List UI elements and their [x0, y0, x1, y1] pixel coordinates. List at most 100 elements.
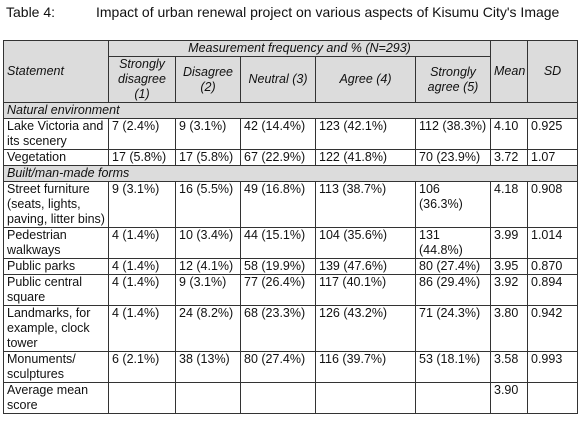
header-cell: Agree (4) — [315, 56, 416, 103]
section-row: Built/man-made forms — [3, 165, 578, 182]
frequency-cell: 104 (35.6%) — [315, 227, 416, 259]
frequency-cell: 77 (26.4%) — [240, 274, 316, 306]
table-body: Natural environment Lake Victoria and its… — [3, 102, 578, 414]
sd-cell: 0.942 — [527, 305, 578, 352]
sd-cell: 1.014 — [527, 227, 578, 259]
table-head: Statement Measurement frequency and % (N… — [3, 40, 578, 103]
sd-cell: 0.925 — [527, 118, 578, 150]
sd-cell: 0.894 — [527, 274, 578, 306]
header-cell: Neutral (3) — [240, 56, 316, 103]
statement-cell: Lake Victoria and its scenery — [3, 118, 109, 150]
sd-cell: 0.870 — [527, 258, 578, 275]
frequency-cell: 10 (3.4%) — [175, 227, 241, 259]
frequency-cell: 12 (4.1%) — [175, 258, 241, 275]
average-label: Average mean score — [3, 382, 109, 414]
frequency-cell: 80 (27.4%) — [240, 351, 316, 383]
empty-cell — [175, 382, 241, 414]
statement-cell: Vegetation — [3, 149, 109, 166]
frequency-cell: 117 (40.1%) — [315, 274, 416, 306]
empty-cell — [108, 382, 176, 414]
mean-cell: 3.58 — [490, 351, 528, 383]
caption: Table 4: Impact of urban renewal project… — [0, 0, 580, 40]
statement-cell: Public central square — [3, 274, 109, 306]
statement-cell: Landmarks, for example, clock tower — [3, 305, 109, 352]
header-cell: Strongly disagree (1) — [108, 56, 176, 103]
frequency-cell: 42 (14.4%) — [240, 118, 316, 150]
frequency-cell: 70 (23.9%) — [415, 149, 491, 166]
frequency-cell: 116 (39.7%) — [315, 351, 416, 383]
frequency-cell: 17 (5.8%) — [108, 149, 176, 166]
frequency-cell: 68 (23.3%) — [240, 305, 316, 352]
header-cell: Disagree (2) — [175, 56, 241, 103]
frequency-cell: 71 (24.3%) — [415, 305, 491, 352]
frequency-cell: 49 (16.8%) — [240, 181, 316, 228]
sd-cell: 0.908 — [527, 181, 578, 228]
frequency-cell: 9 (3.1%) — [108, 181, 176, 228]
frequency-cell: 24 (8.2%) — [175, 305, 241, 352]
frequency-cell: 86 (29.4%) — [415, 274, 491, 306]
data-row: Public parks 4 (1.4%) 12 (4.1%) 58 (19.9%) 1… — [3, 258, 578, 275]
statement-cell: Monuments/ sculptures — [3, 351, 109, 383]
data-row: Landmarks, for example, clock tower 4 (1.… — [3, 305, 578, 352]
statement-cell: Public parks — [3, 258, 109, 275]
statement-cell: Street furniture (seats, lights, paving,… — [3, 181, 109, 228]
header-row: Strongly disagree (1) Disagree (2) Neutral… — [4, 56, 578, 103]
data-row: Vegetation 17 (5.8%) 17 (5.8%) 67 (22.9%) 12… — [3, 149, 578, 166]
header-cell: SD — [527, 40, 578, 103]
frequency-cell: 106 (36.3%) — [415, 181, 491, 228]
caption-title: Impact of urban renewal project on vario… — [96, 4, 560, 20]
header-cell: Strongly agree (5) — [415, 56, 491, 103]
mean-cell: 3.80 — [490, 305, 528, 352]
data-row: Street furniture (seats, lights, paving,… — [3, 181, 578, 228]
frequency-cell: 38 (13%) — [175, 351, 241, 383]
mean-cell: 3.72 — [490, 149, 528, 166]
empty-cell — [415, 382, 491, 414]
frequency-cell: 4 (1.4%) — [108, 227, 176, 259]
sd-cell: 1.07 — [527, 149, 578, 166]
frequency-cell: 4 (1.4%) — [108, 258, 176, 275]
sd-cell: 0.993 — [527, 351, 578, 383]
mean-cell: 3.92 — [490, 274, 528, 306]
header-cell: Mean — [490, 40, 528, 103]
frequency-cell: 53 (18.1%) — [415, 351, 491, 383]
data-row: Public central square 4 (1.4%) 9 (3.1%) 77 … — [3, 274, 578, 306]
average-row: Average mean score 3.90 — [3, 382, 578, 414]
mean-cell: 3.90 — [490, 382, 528, 414]
frequency-cell: 113 (38.7%) — [315, 181, 416, 228]
frequency-cell: 122 (41.8%) — [315, 149, 416, 166]
frequency-cell: 131 (44.8%) — [415, 227, 491, 259]
section-label: Natural environment — [3, 102, 578, 119]
frequency-cell: 6 (2.1%) — [108, 351, 176, 383]
statement-cell: Pedestrian walkways — [3, 227, 109, 259]
section-label: Built/man-made forms — [3, 165, 578, 182]
mean-cell: 3.99 — [490, 227, 528, 259]
frequency-cell: 16 (5.5%) — [175, 181, 241, 228]
frequency-cell: 126 (43.2%) — [315, 305, 416, 352]
data-row: Pedestrian walkways 4 (1.4%) 10 (3.4%) 44 (… — [3, 227, 578, 259]
section-row: Natural environment — [3, 102, 578, 119]
mean-cell: 4.18 — [490, 181, 528, 228]
frequency-cell: 17 (5.8%) — [175, 149, 241, 166]
mean-cell: 4.10 — [490, 118, 528, 150]
frequency-cell: 139 (47.6%) — [315, 258, 416, 275]
empty-cell — [315, 382, 416, 414]
table: Statement Measurement frequency and % (N… — [3, 40, 578, 414]
frequency-cell: 7 (2.4%) — [108, 118, 176, 150]
frequency-cell: 80 (27.4%) — [415, 258, 491, 275]
frequency-cell: 44 (15.1%) — [240, 227, 316, 259]
data-row: Lake Victoria and its scenery 7 (2.4%) 9 (… — [3, 118, 578, 150]
mean-cell: 3.95 — [490, 258, 528, 275]
empty-cell — [527, 382, 578, 414]
frequency-cell: 4 (1.4%) — [108, 305, 176, 352]
frequency-cell: 123 (42.1%) — [315, 118, 416, 150]
frequency-cell: 4 (1.4%) — [108, 274, 176, 306]
frequency-cell: 67 (22.9%) — [240, 149, 316, 166]
frequency-cell: 9 (3.1%) — [175, 274, 241, 306]
header-cell: Statement — [3, 40, 109, 103]
header-group: Measurement frequency and % (N=293) — [108, 40, 491, 57]
frequency-cell: 112 (38.3%) — [415, 118, 491, 150]
data-row: Monuments/ sculptures 6 (2.1%) 38 (13%) 80 … — [3, 351, 578, 383]
empty-cell — [240, 382, 316, 414]
caption-label: Table 4: — [6, 4, 56, 20]
